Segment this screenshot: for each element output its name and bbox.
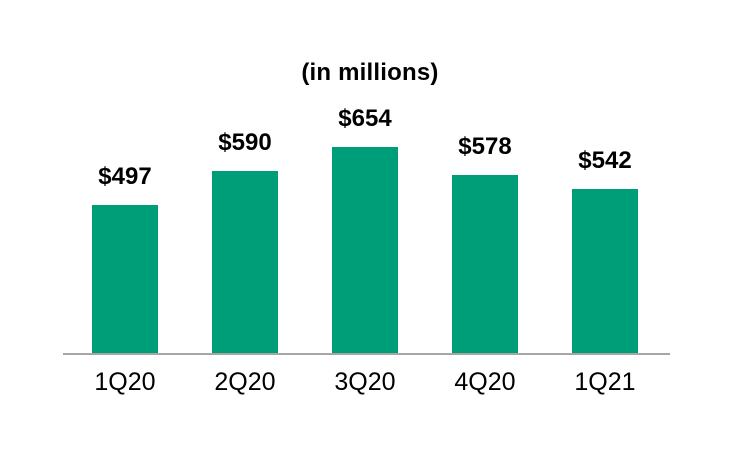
- bar-value-label: $542: [578, 147, 632, 175]
- bar: [92, 205, 158, 353]
- bar: [452, 175, 518, 353]
- bar-group: $542: [545, 130, 665, 353]
- x-tick-label: 3Q20: [334, 368, 396, 396]
- plot-area: $497 $590 $654 $578 $542: [63, 105, 670, 355]
- x-axis-labels: 1Q20 2Q20 3Q20 4Q20 1Q21: [63, 368, 670, 400]
- x-tick-label: 1Q20: [94, 368, 156, 396]
- bar-value-label: $590: [218, 129, 272, 157]
- chart-title: (in millions): [301, 59, 439, 86]
- bar-value-label: $578: [458, 133, 512, 161]
- bar-value-label: $654: [338, 105, 392, 133]
- x-tick-label: 2Q20: [214, 368, 276, 396]
- x-tick-label: 1Q21: [574, 368, 636, 396]
- bar-group: $578: [425, 130, 545, 353]
- bar-group: $654: [305, 105, 425, 353]
- bar: [332, 147, 398, 353]
- bar: [212, 171, 278, 353]
- bar-group: $590: [185, 129, 305, 353]
- x-axis-line: [63, 353, 670, 355]
- x-tick-label: 4Q20: [454, 368, 516, 396]
- bar: [572, 189, 638, 353]
- bar-value-label: $497: [98, 163, 152, 191]
- bar-group: $497: [65, 130, 185, 353]
